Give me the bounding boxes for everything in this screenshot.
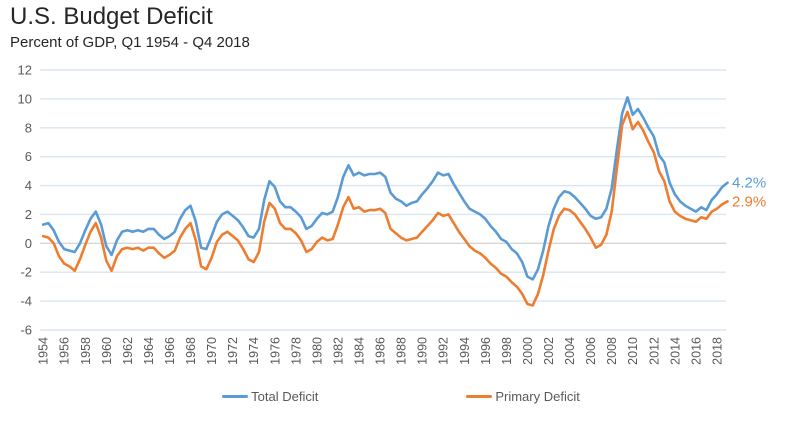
primary-deficit-line-swatch	[466, 394, 493, 398]
chart-title: U.S. Budget Deficit	[10, 3, 213, 30]
y-axis-tick-label: 12	[18, 63, 32, 78]
x-axis-tick-label: 2008	[605, 337, 619, 365]
x-axis-tick-label: 2016	[689, 337, 703, 365]
y-axis-tick-label: 10	[18, 91, 32, 106]
x-axis-tick-label: 1968	[184, 337, 198, 365]
x-axis-tick-label: 2002	[542, 337, 556, 365]
x-axis-tick-label: 1982	[331, 337, 345, 365]
x-axis-tick-label: 1960	[100, 337, 114, 365]
y-axis-tick-label: -2	[20, 265, 32, 280]
x-axis-tick-label: 2000	[521, 337, 535, 365]
x-axis-tick-label: 2014	[668, 337, 682, 365]
x-axis-tick-label: 1974	[247, 337, 261, 365]
y-axis-tick-label: 2	[25, 207, 32, 222]
x-axis-tick-label: 1970	[205, 337, 219, 365]
x-axis-tick-label: 1964	[142, 337, 156, 365]
y-axis-tick-label: 6	[25, 149, 32, 164]
x-axis-tick-label: 2004	[563, 337, 577, 365]
x-axis-tick-label: 1958	[79, 337, 93, 365]
legend-item-total-deficit[interactable]: Total Deficit	[222, 389, 318, 404]
x-axis-tick-label: 1962	[121, 337, 135, 365]
legend-label-primary-deficit: Primary Deficit	[495, 388, 580, 404]
x-axis-tick-label: 1976	[268, 337, 282, 365]
total-deficit-line	[41, 96, 729, 281]
y-axis-tick-label: -6	[20, 323, 32, 338]
y-axis-tick-label: 0	[25, 236, 32, 251]
legend-item-primary-deficit[interactable]: Primary Deficit	[466, 389, 580, 404]
legend: Total Deficit Primary Deficit	[0, 385, 802, 407]
x-axis-tick-label: 1988	[395, 337, 409, 365]
x-axis-tick-label: 1994	[458, 337, 472, 365]
y-axis-tick-label: 4	[25, 178, 32, 193]
x-axis-tick-label: 1980	[310, 337, 324, 365]
legend-label-total-deficit: Total Deficit	[251, 388, 319, 404]
x-axis-tick-label: 2010	[626, 337, 640, 365]
total-deficit-end-label: 4.2%	[732, 175, 766, 192]
chart-subtitle: Percent of GDP, Q1 1954 - Q4 2018	[10, 34, 250, 51]
x-axis-tick-label: 1998	[500, 337, 514, 365]
x-axis-tick-label: 1990	[416, 337, 430, 365]
x-axis-tick-label: 1986	[374, 337, 388, 365]
y-axis-tick-label: -4	[20, 294, 32, 309]
x-axis-tick-label: 2006	[584, 337, 598, 365]
x-axis-tick-label: 1954	[37, 337, 51, 365]
primary-deficit-line	[41, 110, 729, 307]
total-deficit-line-swatch	[222, 394, 249, 398]
x-axis-tick-label: 1972	[226, 337, 240, 365]
x-axis-tick-label: 1996	[479, 337, 493, 365]
x-axis-tick-label: 1992	[437, 337, 451, 365]
x-axis-tick-label: 2012	[647, 337, 661, 365]
x-axis-tick-label: 1966	[163, 337, 177, 365]
x-axis-tick-label: 1978	[289, 337, 303, 365]
primary-deficit-end-label: 2.9%	[732, 193, 766, 210]
x-axis-tick-label: 2018	[710, 337, 724, 365]
x-axis-tick-label: 1984	[352, 337, 366, 365]
x-axis-tick-label: 1956	[58, 337, 72, 365]
y-axis-tick-label: 8	[25, 120, 32, 135]
